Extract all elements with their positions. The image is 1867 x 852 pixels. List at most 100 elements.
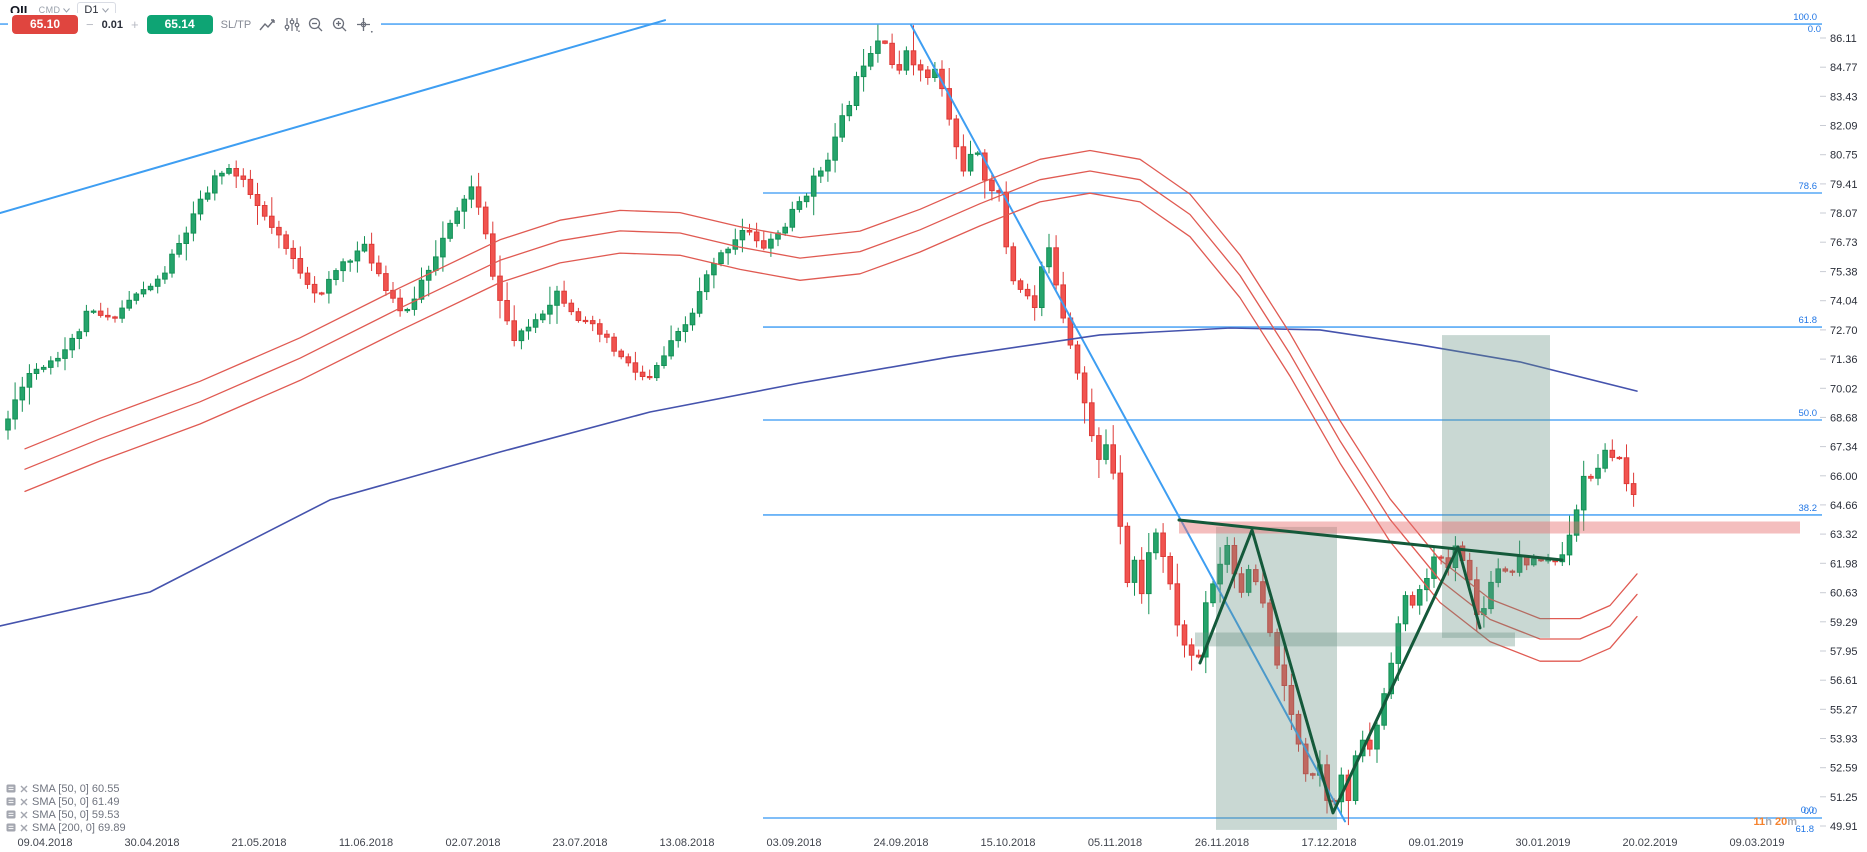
fib-label-78.6: 78.6 bbox=[1799, 181, 1818, 192]
date-axis-label[interactable]: 13.08.2018 bbox=[659, 837, 714, 849]
price-axis-label[interactable]: 83.43 bbox=[1830, 91, 1858, 103]
price-axis-label[interactable]: 51.25 bbox=[1830, 792, 1858, 804]
legend-label: SMA [50, 0] 59.53 bbox=[32, 808, 120, 821]
resistance-band[interactable] bbox=[1179, 521, 1800, 534]
price-axis-label[interactable]: 86.11 bbox=[1830, 33, 1857, 45]
date-axis-label[interactable]: 30.01.2019 bbox=[1515, 837, 1570, 849]
chevron-down-icon bbox=[63, 7, 71, 13]
sell-price-button[interactable]: 65.10 bbox=[12, 15, 78, 34]
date-axis-label[interactable]: 26.11.2018 bbox=[1195, 837, 1249, 849]
price-axis-label[interactable]: 61.98 bbox=[1830, 558, 1858, 570]
sma-50-line-0[interactable] bbox=[24, 149, 1638, 620]
indicator-settings-icon[interactable] bbox=[6, 823, 16, 832]
price-axis-label[interactable]: 68.68 bbox=[1830, 412, 1858, 424]
price-axis-label[interactable]: 53.93 bbox=[1830, 734, 1858, 746]
date-axis-label[interactable]: 21.05.2018 bbox=[231, 837, 286, 849]
date-axis-label[interactable]: 20.02.2019 bbox=[1622, 837, 1677, 849]
candlestick-series[interactable] bbox=[5, 24, 1637, 826]
indicator-settings-icon[interactable] bbox=[6, 797, 16, 806]
indicator-settings-icon[interactable] bbox=[6, 784, 16, 793]
date-axis-label[interactable]: 02.07.2018 bbox=[445, 837, 500, 849]
price-axis-label[interactable]: 56.61 bbox=[1830, 675, 1858, 687]
price-axis-label[interactable]: 52.59 bbox=[1830, 763, 1858, 775]
price-axis-label[interactable]: 49.91 bbox=[1830, 821, 1858, 833]
fib-label-38.2: 38.2 bbox=[1799, 503, 1818, 514]
trendline-tool-icon[interactable] bbox=[259, 18, 276, 32]
fib-label-0.0: 0.0 bbox=[1801, 805, 1814, 816]
sma-50-line-1[interactable] bbox=[24, 170, 1638, 640]
price-axis-label[interactable]: 76.73 bbox=[1830, 237, 1858, 249]
fib-label-0.0: 0.0 bbox=[1804, 806, 1817, 817]
indicator-legend: SMA [50, 0] 60.55 SMA [50, 0] 61.49 SMA … bbox=[6, 782, 126, 834]
price-axis-label[interactable]: 60.63 bbox=[1830, 588, 1858, 600]
indicator-remove-icon[interactable] bbox=[20, 811, 28, 819]
legend-row-sma50-c: SMA [50, 0] 59.53 bbox=[6, 808, 126, 821]
ascending-support-trendline[interactable] bbox=[0, 19, 666, 214]
price-axis-label[interactable]: 82.09 bbox=[1830, 121, 1858, 133]
order-toolbar: 65.10 − 0.01 + 65.14 SL/TP bbox=[8, 13, 382, 37]
demand-box-left[interactable] bbox=[1216, 526, 1337, 830]
fib-label-61.8: 61.8 bbox=[1799, 315, 1818, 326]
price-axis-label[interactable]: 78.07 bbox=[1830, 208, 1858, 220]
crosshair-tool-icon[interactable] bbox=[356, 17, 373, 33]
fib-label-50.0: 50.0 bbox=[1799, 408, 1818, 419]
price-axis-label[interactable]: 71.36 bbox=[1830, 354, 1858, 366]
date-axis-label[interactable]: 05.11.2018 bbox=[1088, 837, 1142, 849]
fib-label-61.8: 61.8 bbox=[1796, 824, 1815, 835]
buy-price-button[interactable]: 65.14 bbox=[146, 15, 213, 34]
price-axis-label[interactable]: 63.32 bbox=[1830, 529, 1858, 541]
sltp-button[interactable]: SL/TP bbox=[220, 18, 252, 31]
indicator-remove-icon[interactable] bbox=[20, 785, 28, 793]
price-axis-label[interactable]: 57.95 bbox=[1830, 646, 1858, 658]
zoom-out-icon[interactable] bbox=[308, 17, 324, 32]
instrument-type-dropdown[interactable]: CMD bbox=[39, 5, 71, 15]
descending-resistance-trendline[interactable] bbox=[910, 23, 1346, 823]
legend-label: SMA [50, 0] 61.49 bbox=[32, 795, 120, 808]
price-axis-label[interactable]: 70.02 bbox=[1830, 383, 1858, 395]
price-axis-label[interactable]: 72.70 bbox=[1830, 325, 1858, 337]
date-axis-label[interactable]: 24.09.2018 bbox=[873, 837, 928, 849]
fib-label-100.0: 100.0 bbox=[1793, 12, 1817, 23]
date-axis-label[interactable]: 15.10.2018 bbox=[980, 837, 1035, 849]
candle-countdown: 11h 20m bbox=[1754, 816, 1798, 828]
fib-label-0.0: 0.0 bbox=[1808, 24, 1821, 35]
price-axis-label[interactable]: 64.66 bbox=[1830, 500, 1858, 512]
price-axis-label[interactable]: 55.27 bbox=[1830, 704, 1858, 716]
date-axis-label[interactable]: 09.04.2018 bbox=[17, 837, 72, 849]
price-axis-label[interactable]: 80.75 bbox=[1830, 150, 1858, 162]
neckline-trendline[interactable] bbox=[1177, 518, 1564, 562]
sma-200-line[interactable] bbox=[0, 327, 1638, 627]
legend-row-sma200: SMA [200, 0] 69.89 bbox=[6, 821, 126, 834]
price-axis-label[interactable]: 66.00 bbox=[1830, 471, 1858, 483]
instrument-type-label: CMD bbox=[38, 5, 61, 15]
indicator-remove-icon[interactable] bbox=[20, 798, 28, 806]
sma-50-line-2[interactable] bbox=[24, 192, 1638, 662]
pattern-zigzag-trendline[interactable] bbox=[1198, 528, 1482, 815]
date-axis-label[interactable]: 09.01.2019 bbox=[1408, 837, 1463, 849]
date-axis-label[interactable]: 30.04.2018 bbox=[124, 837, 179, 849]
price-axis-label[interactable]: 74.04 bbox=[1830, 296, 1858, 308]
indicator-settings-icon[interactable] bbox=[6, 810, 16, 819]
indicator-remove-icon[interactable] bbox=[20, 824, 28, 832]
legend-row-sma50-b: SMA [50, 0] 61.49 bbox=[6, 795, 126, 808]
price-axis-label[interactable]: 79.41 bbox=[1830, 179, 1858, 191]
indicators-tool-icon[interactable] bbox=[284, 17, 300, 32]
date-axis-label[interactable]: 17.12.2018 bbox=[1301, 837, 1356, 849]
zoom-in-icon[interactable] bbox=[332, 17, 348, 32]
legend-row-sma50-a: SMA [50, 0] 60.55 bbox=[6, 782, 126, 795]
price-axis-label[interactable]: 67.34 bbox=[1830, 442, 1858, 454]
support-band[interactable] bbox=[1195, 632, 1515, 647]
legend-label: SMA [50, 0] 60.55 bbox=[32, 782, 120, 795]
price-axis-label[interactable]: 84.77 bbox=[1830, 62, 1858, 74]
price-axis-label[interactable]: 59.29 bbox=[1830, 617, 1858, 629]
date-axis-label[interactable]: 03.09.2018 bbox=[766, 837, 821, 849]
volume-increase-button[interactable]: + bbox=[131, 17, 139, 32]
price-axis-label[interactable]: 75.38 bbox=[1830, 267, 1858, 279]
demand-box-right[interactable] bbox=[1442, 335, 1550, 638]
date-axis-label[interactable]: 11.06.2018 bbox=[339, 837, 393, 849]
volume-decrease-button[interactable]: − bbox=[86, 17, 94, 32]
date-axis-label[interactable]: 09.03.2019 bbox=[1729, 837, 1784, 849]
date-axis-label[interactable]: 23.07.2018 bbox=[552, 837, 607, 849]
